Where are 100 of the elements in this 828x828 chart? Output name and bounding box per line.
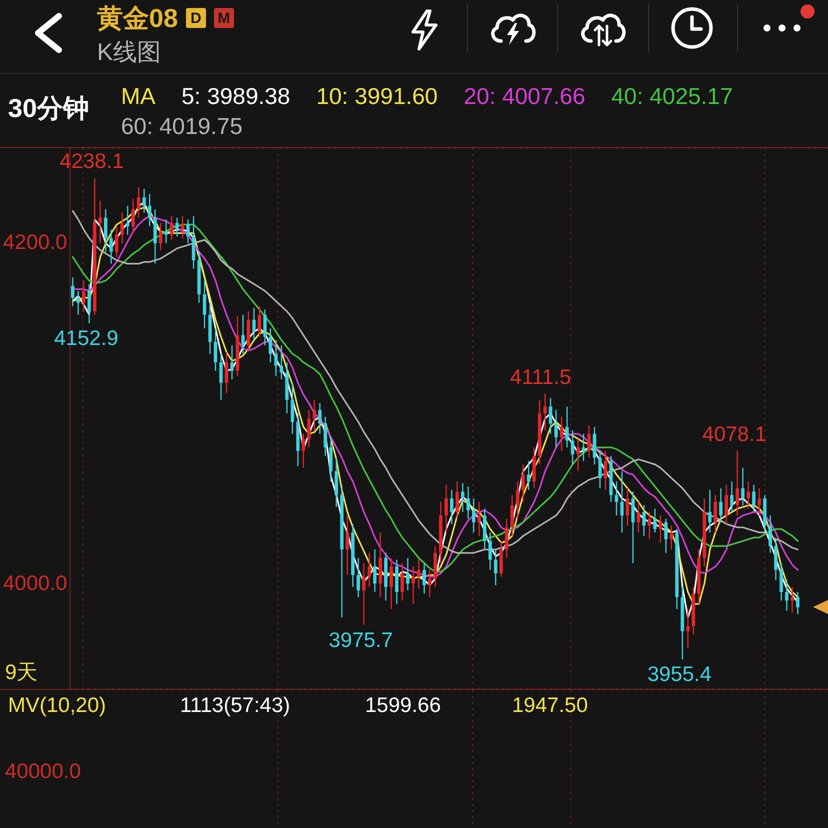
candlestick (653, 508, 657, 534)
candlestick (142, 188, 146, 214)
text: 40000.0 (5, 760, 81, 783)
candlestick (87, 284, 91, 324)
candlestick (356, 557, 360, 598)
candlestick (752, 484, 756, 513)
candlestick (274, 340, 278, 377)
candlestick (724, 484, 728, 525)
candlestick (131, 198, 135, 234)
text: 20: 4007.66 (464, 82, 586, 111)
candlestick (412, 566, 415, 605)
candlestick (642, 504, 646, 536)
chart-title: 黄金08 (97, 2, 178, 34)
candlestick (504, 518, 508, 559)
candlestick (428, 569, 432, 598)
candlestick (460, 482, 464, 513)
candlestick (324, 416, 328, 457)
candlestick (582, 433, 586, 462)
chart-subtitle: K线图 (97, 39, 162, 66)
candlestick (148, 193, 152, 227)
text: 60: 4019.75 (121, 112, 243, 141)
candlestick (526, 460, 530, 491)
candlestick (180, 215, 184, 239)
candlestick (554, 409, 558, 448)
candlestick (472, 498, 476, 534)
text: 1599.66 (365, 694, 441, 717)
candlestick (543, 393, 547, 432)
candlestick (455, 480, 459, 520)
candlestick (136, 186, 140, 218)
candlestick (730, 480, 734, 513)
candlestick (422, 562, 426, 594)
candlestick (708, 489, 712, 534)
candlestick (780, 562, 783, 602)
text: MV(10,20) (8, 694, 106, 717)
candlestick (290, 382, 294, 434)
text: 1113(57:43) (180, 694, 290, 717)
candlestick (450, 489, 454, 525)
candlestick (746, 480, 750, 510)
candlestick (158, 222, 162, 251)
candlestick (417, 559, 420, 590)
candlestick (560, 416, 564, 452)
candlestick (318, 402, 322, 434)
candlestick (664, 518, 668, 554)
annotation: 4238.1 (60, 150, 124, 174)
y-tick-label: 4200.0 (3, 231, 68, 254)
candlestick (736, 450, 740, 516)
candlestick (280, 344, 284, 380)
candlestick (71, 276, 74, 307)
candlestick (785, 580, 788, 612)
candlestick (362, 562, 366, 626)
candlestick (109, 229, 113, 264)
candlestick (670, 525, 674, 550)
candlestick (477, 501, 481, 536)
text: D (190, 10, 202, 26)
annotation: 4078.1 (702, 422, 766, 446)
candlestick (390, 557, 393, 610)
candlestick (346, 514, 350, 576)
candlestick (758, 488, 761, 516)
text: M (218, 10, 230, 26)
candlestick (312, 399, 316, 432)
candlestick (164, 218, 168, 244)
candlestick (521, 464, 525, 502)
candlestick (329, 436, 333, 482)
candlestick (400, 562, 404, 602)
y-tick-label: 4000.0 (3, 572, 68, 595)
candlestick (796, 591, 800, 615)
annotation: 3975.7 (328, 628, 393, 652)
candlestick (368, 552, 372, 588)
text: 40: 4025.17 (611, 82, 733, 111)
text: 10: 3991.60 (316, 82, 438, 111)
candlestick (175, 217, 179, 238)
candlestick (120, 212, 124, 244)
candlestick (774, 538, 778, 581)
candlestick (499, 540, 503, 578)
candlestick (510, 494, 514, 536)
legend-title: MA (121, 82, 156, 111)
candlestick (494, 548, 498, 586)
candlestick (98, 200, 102, 244)
candlestick (466, 486, 470, 520)
candlestick (790, 586, 794, 614)
text: 1947.50 (512, 694, 588, 717)
candlestick (307, 409, 311, 448)
candlestick (104, 208, 108, 252)
candlestick (373, 548, 376, 593)
candlestick (241, 314, 245, 354)
candlestick (170, 215, 174, 240)
candlestick (516, 480, 520, 520)
candlestick (768, 514, 772, 554)
candlestick (444, 484, 448, 534)
candlestick (406, 557, 410, 591)
annotation: 4152.9 (54, 327, 118, 350)
annotation: 4111.5 (510, 366, 572, 389)
candlestick (302, 433, 306, 468)
text: 30分钟 (8, 93, 89, 123)
annotation: 3955.4 (647, 663, 712, 686)
text: 5: 3989.38 (182, 82, 290, 111)
candlestick (263, 309, 267, 346)
candlestick (82, 280, 86, 312)
candlestick (76, 290, 80, 316)
candlestick (648, 511, 652, 540)
